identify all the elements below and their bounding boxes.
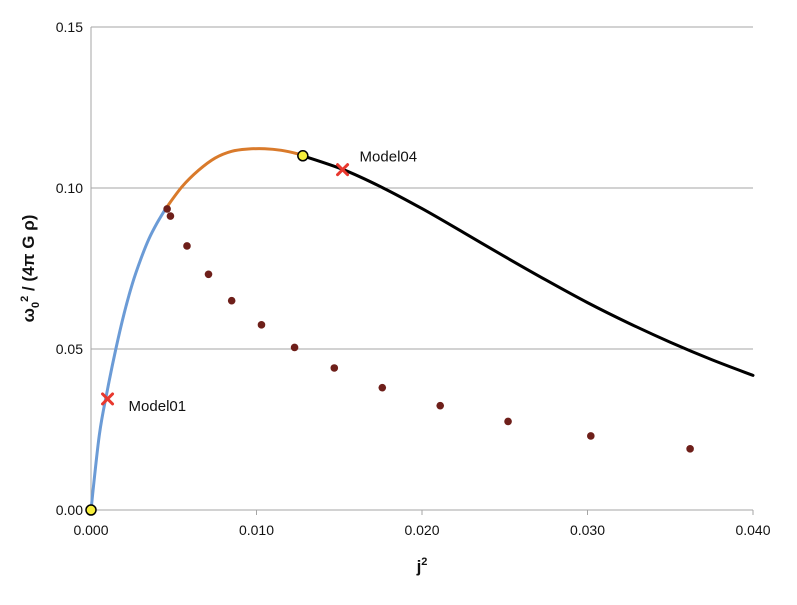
data-point xyxy=(504,417,512,426)
x-axis-title: j2 xyxy=(416,556,428,576)
label-layer: j2 ω02 / (4π G ρ) Model01 Model04 xyxy=(19,149,427,576)
x-tick-label: 0.000 xyxy=(73,522,108,538)
x-tick-label: 0.020 xyxy=(404,522,439,538)
curve-orange xyxy=(163,147,305,211)
data-point xyxy=(166,212,175,220)
y-axis-title: ω02 / (4π G ρ) xyxy=(19,215,42,323)
annotation-label: Model01 xyxy=(129,398,187,415)
curve-black xyxy=(301,154,755,377)
model-marker xyxy=(336,163,350,177)
highlight-point xyxy=(297,150,309,162)
data-point xyxy=(290,343,299,352)
data-point xyxy=(183,242,191,250)
data-point xyxy=(436,401,445,410)
data-point xyxy=(378,383,387,392)
model-marker xyxy=(101,392,115,406)
series-layer xyxy=(89,147,755,512)
grid-layer xyxy=(91,26,753,350)
data-point xyxy=(163,205,171,213)
highlight-point xyxy=(85,504,97,516)
marker-layer xyxy=(85,150,350,516)
x-tick-label: 0.040 xyxy=(735,522,770,538)
x-tick-label: 0.030 xyxy=(570,522,605,538)
axis-layer: 0.00 0.05 0.10 0.15 0.000 0.010 0.020 0.030 0.04… xyxy=(56,19,771,538)
data-point xyxy=(227,296,236,305)
data-point xyxy=(587,432,595,440)
y-tick-label: 0.15 xyxy=(56,19,83,35)
y-tick-label: 0.10 xyxy=(56,180,83,196)
y-tick-label: 0.00 xyxy=(56,502,83,518)
data-point xyxy=(204,270,213,279)
curve-blue xyxy=(89,207,167,512)
annotation-label: Model04 xyxy=(360,149,418,166)
data-point xyxy=(257,321,266,329)
y-tick-label: 0.05 xyxy=(56,341,83,357)
x-tick-label: 0.010 xyxy=(239,522,274,538)
data-point xyxy=(686,445,694,453)
data-point xyxy=(330,364,339,372)
